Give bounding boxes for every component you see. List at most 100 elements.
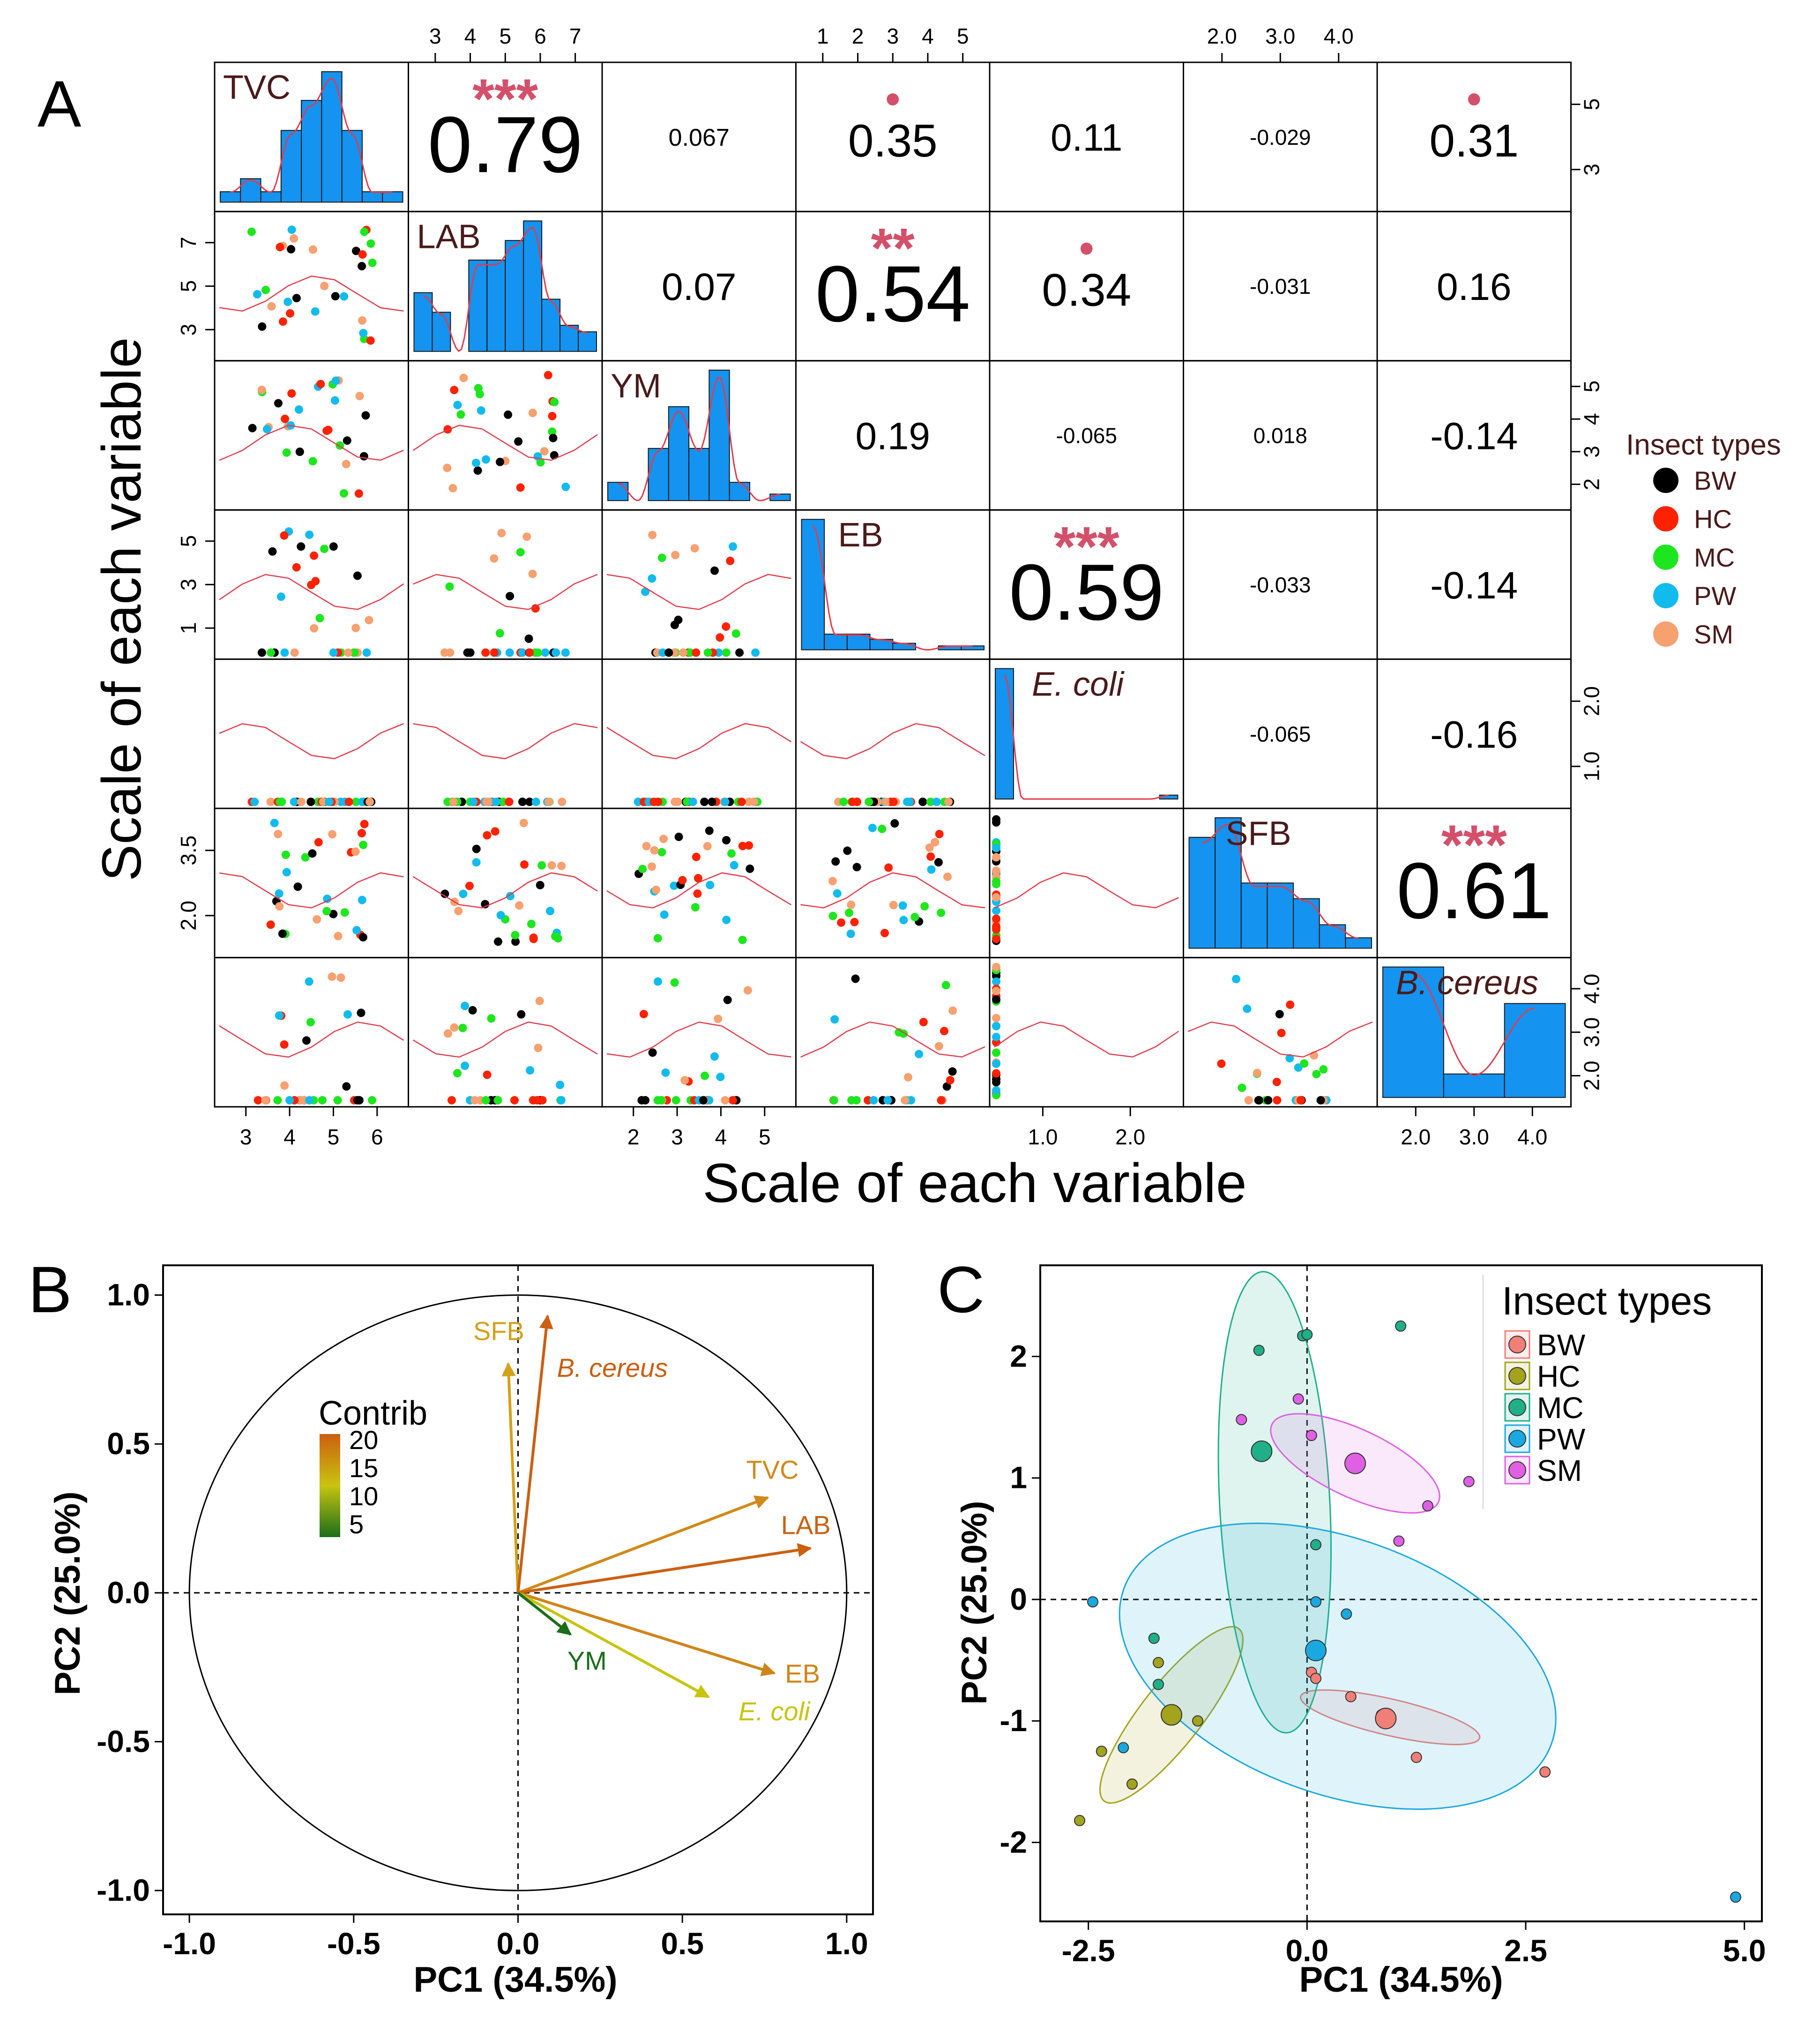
scatter-point	[292, 563, 301, 572]
axis-tick-label: 4	[1580, 413, 1604, 425]
scatter-point	[904, 1073, 913, 1082]
scatter-point	[443, 1029, 452, 1038]
scatter-point	[727, 849, 736, 858]
scatter-point	[293, 882, 302, 891]
scatter-point	[722, 836, 731, 844]
scatter-point	[1243, 1004, 1252, 1013]
histogram-bar	[432, 312, 451, 352]
x-tick-label: 2.5	[1504, 1933, 1547, 1968]
smooth-line	[219, 425, 404, 461]
scatter-point	[881, 798, 890, 806]
scatter-point	[641, 587, 649, 596]
scatter-point	[274, 829, 283, 838]
individual-point	[1410, 1752, 1422, 1763]
scatter-point	[342, 1082, 351, 1091]
axis-tick-label: 2.0	[1580, 1061, 1604, 1091]
scatter-point	[548, 427, 557, 436]
axis-tick-label: 1	[817, 24, 829, 48]
scatter-point	[850, 918, 859, 926]
scatter-point	[946, 1076, 955, 1084]
axis-tick-label: 1	[176, 622, 201, 634]
scatter-point	[934, 1042, 943, 1051]
scatter-point	[915, 1050, 924, 1059]
scatter-point	[656, 1096, 665, 1105]
scatter-point	[496, 911, 505, 919]
density-curve	[230, 78, 393, 193]
correlation-value: 0.018	[1253, 424, 1307, 448]
scatter-point	[487, 1014, 496, 1023]
scatter-point	[648, 862, 656, 871]
density-curve	[1413, 972, 1535, 1076]
scatter-point	[285, 1096, 294, 1105]
scatter-point	[266, 920, 275, 929]
scatter-point	[344, 648, 352, 657]
scatter-point	[657, 848, 666, 857]
scatter-point	[557, 861, 566, 870]
panel-label-b: B	[28, 1253, 72, 1326]
scatter-point	[448, 484, 457, 493]
scatter-point	[306, 1018, 315, 1027]
matrix-cell	[795, 658, 991, 809]
scatter-point	[918, 798, 927, 806]
variable-name: TVC	[223, 69, 291, 106]
scatter-point	[493, 1096, 502, 1105]
scatter-point	[351, 798, 360, 806]
scatter-point	[483, 831, 492, 840]
axis-tick-label: 3	[1580, 164, 1604, 176]
scatter-point	[828, 877, 837, 886]
scatter-point	[992, 934, 1000, 943]
scatter-point	[920, 902, 929, 911]
smooth-line	[800, 1021, 985, 1058]
axis-tick-label: 1.0	[1580, 751, 1604, 781]
scatter-point	[331, 292, 340, 301]
matrix-cell	[214, 807, 409, 958]
scatter-point	[278, 929, 287, 938]
scatter-point	[515, 901, 524, 910]
scatter-point	[316, 380, 325, 388]
scatter-point	[511, 931, 520, 940]
scatter-point	[1272, 1077, 1281, 1086]
matrix-cell	[989, 956, 1184, 1108]
scatter-point	[280, 1081, 289, 1090]
scatter-point	[548, 411, 557, 420]
axis-tick-label: 2	[1580, 478, 1604, 491]
scatter-point	[992, 1032, 1000, 1041]
scatter-point	[905, 798, 914, 806]
correlation-value: -0.16	[1430, 713, 1518, 756]
scatter-point	[295, 405, 303, 414]
scatter-point	[339, 489, 348, 498]
vector-label: SFB	[473, 1316, 524, 1346]
scatter-point	[926, 798, 935, 806]
scatter-point	[491, 827, 500, 836]
significance-stars: •	[1079, 225, 1094, 272]
scatter-point	[281, 851, 290, 859]
scatter-point	[365, 616, 373, 625]
scatter-point	[730, 861, 738, 870]
scatter-point	[927, 865, 936, 874]
histogram-bar	[824, 634, 848, 650]
scatter-point	[286, 309, 295, 318]
scatter-point	[533, 648, 542, 657]
scatter-point	[743, 986, 752, 995]
scatter-point	[470, 1096, 479, 1105]
scatter-point	[658, 648, 667, 657]
scatter-point	[1238, 1083, 1246, 1092]
individual-point	[1463, 1476, 1475, 1487]
scatter-point	[522, 532, 531, 541]
scatter-point	[257, 386, 266, 394]
scatter-point	[919, 1018, 928, 1026]
scatter-point	[331, 376, 340, 385]
scatter-point	[992, 1069, 1000, 1078]
scatter-point	[843, 846, 852, 855]
scatter-point	[253, 290, 261, 299]
histogram-bar	[801, 519, 825, 650]
histogram-bar	[541, 299, 561, 352]
scatter-point	[547, 861, 556, 870]
scatter-point	[833, 889, 842, 898]
scatter-point	[751, 648, 760, 657]
scatter-point	[889, 901, 898, 910]
scatter-point	[533, 452, 542, 461]
scatter-point	[281, 414, 290, 423]
correlation-value: 0.19	[855, 415, 930, 458]
histogram-bar	[1188, 837, 1216, 949]
